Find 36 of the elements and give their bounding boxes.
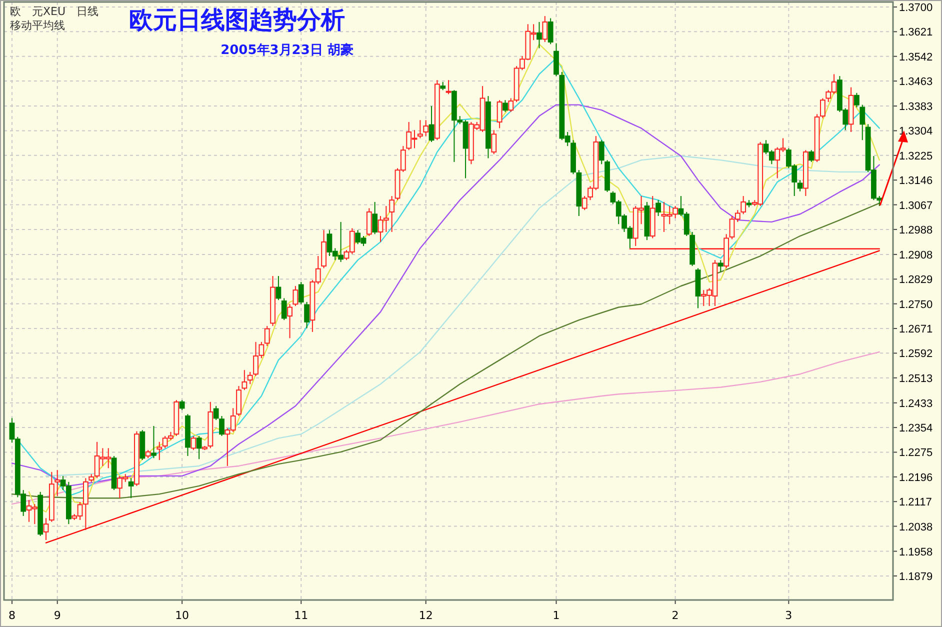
x-tick-label: 2 <box>672 609 679 622</box>
y-tick-label: 1.3304 <box>899 126 933 138</box>
y-tick-label: 1.3225 <box>899 150 933 162</box>
y-tick-label: 1.3463 <box>899 76 933 88</box>
y-tick-label: 1.2275 <box>899 447 933 460</box>
y-tick-label: 1.1879 <box>899 570 933 583</box>
annotation: 欧 元XEU 日线 <box>10 5 99 18</box>
y-tick-label: 1.1958 <box>899 546 933 558</box>
x-tick-label: 3 <box>785 609 792 622</box>
chart-title: 欧元日线图趋势分析 <box>129 6 345 34</box>
y-tick-label: 1.2671 <box>899 323 933 336</box>
y-tick-label: 1.2117 <box>899 496 932 509</box>
x-tick-label: 9 <box>54 609 61 622</box>
y-tick-label: 1.2354 <box>899 422 933 435</box>
x-tick-label: 10 <box>175 609 190 622</box>
x-tick-label: 12 <box>418 609 433 622</box>
y-tick-label: 1.2433 <box>899 398 933 410</box>
y-tick-label: 1.3700 <box>899 2 933 14</box>
annotation: 移动平均线 <box>10 19 65 32</box>
x-tick-label: 11 <box>294 609 308 622</box>
y-tick-label: 1.2592 <box>899 348 933 360</box>
y-tick-label: 1.2196 <box>899 472 933 484</box>
y-tick-label: 1.2038 <box>899 521 933 534</box>
y-tick-label: 1.2988 <box>899 224 933 236</box>
x-tick-label: 1 <box>552 609 560 622</box>
x-tick-label: 8 <box>8 609 16 622</box>
y-tick-label: 1.2750 <box>899 298 933 311</box>
y-tick-label: 1.3067 <box>899 200 933 212</box>
y-tick-label: 1.3621 <box>899 26 933 39</box>
y-tick-label: 1.3146 <box>899 175 933 188</box>
y-tick-label: 1.2908 <box>899 249 933 262</box>
y-tick-label: 1.2513 <box>899 372 933 385</box>
y-tick-label: 1.3383 <box>899 101 933 114</box>
y-tick-label: 1.3542 <box>899 51 933 64</box>
y-tick-label: 1.2829 <box>899 274 933 286</box>
text: 2005年3月23日 胡豪 <box>220 42 354 58</box>
